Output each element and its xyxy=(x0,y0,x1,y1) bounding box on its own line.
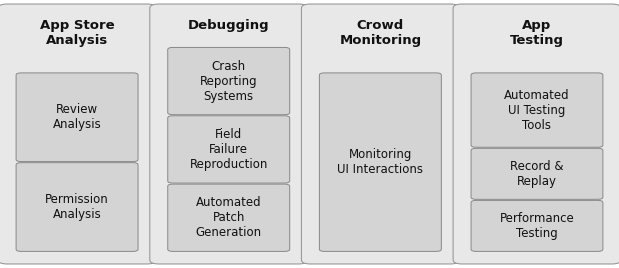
FancyBboxPatch shape xyxy=(16,73,138,162)
FancyBboxPatch shape xyxy=(150,4,308,264)
FancyBboxPatch shape xyxy=(0,4,156,264)
FancyBboxPatch shape xyxy=(471,200,603,251)
Text: Permission
Analysis: Permission Analysis xyxy=(45,193,109,221)
Text: Performance
Testing: Performance Testing xyxy=(500,212,574,240)
Text: Record &
Replay: Record & Replay xyxy=(510,160,564,188)
FancyBboxPatch shape xyxy=(453,4,619,264)
FancyBboxPatch shape xyxy=(301,4,459,264)
Text: Automated
Patch
Generation: Automated Patch Generation xyxy=(196,196,262,239)
Text: Automated
UI Testing
Tools: Automated UI Testing Tools xyxy=(504,88,570,132)
FancyBboxPatch shape xyxy=(168,184,290,251)
Text: Crash
Reporting
Systems: Crash Reporting Systems xyxy=(200,59,258,103)
Text: Review
Analysis: Review Analysis xyxy=(53,103,102,131)
FancyBboxPatch shape xyxy=(319,73,441,251)
Text: Crowd
Monitoring: Crowd Monitoring xyxy=(339,19,422,47)
Text: Field
Failure
Reproduction: Field Failure Reproduction xyxy=(189,128,268,171)
Text: App Store
Analysis: App Store Analysis xyxy=(40,19,115,47)
FancyBboxPatch shape xyxy=(16,163,138,251)
Text: Monitoring
UI Interactions: Monitoring UI Interactions xyxy=(337,148,423,176)
Text: App
Testing: App Testing xyxy=(510,19,564,47)
Text: Debugging: Debugging xyxy=(188,19,269,32)
FancyBboxPatch shape xyxy=(168,47,290,115)
FancyBboxPatch shape xyxy=(471,148,603,199)
FancyBboxPatch shape xyxy=(168,116,290,183)
FancyBboxPatch shape xyxy=(471,73,603,147)
